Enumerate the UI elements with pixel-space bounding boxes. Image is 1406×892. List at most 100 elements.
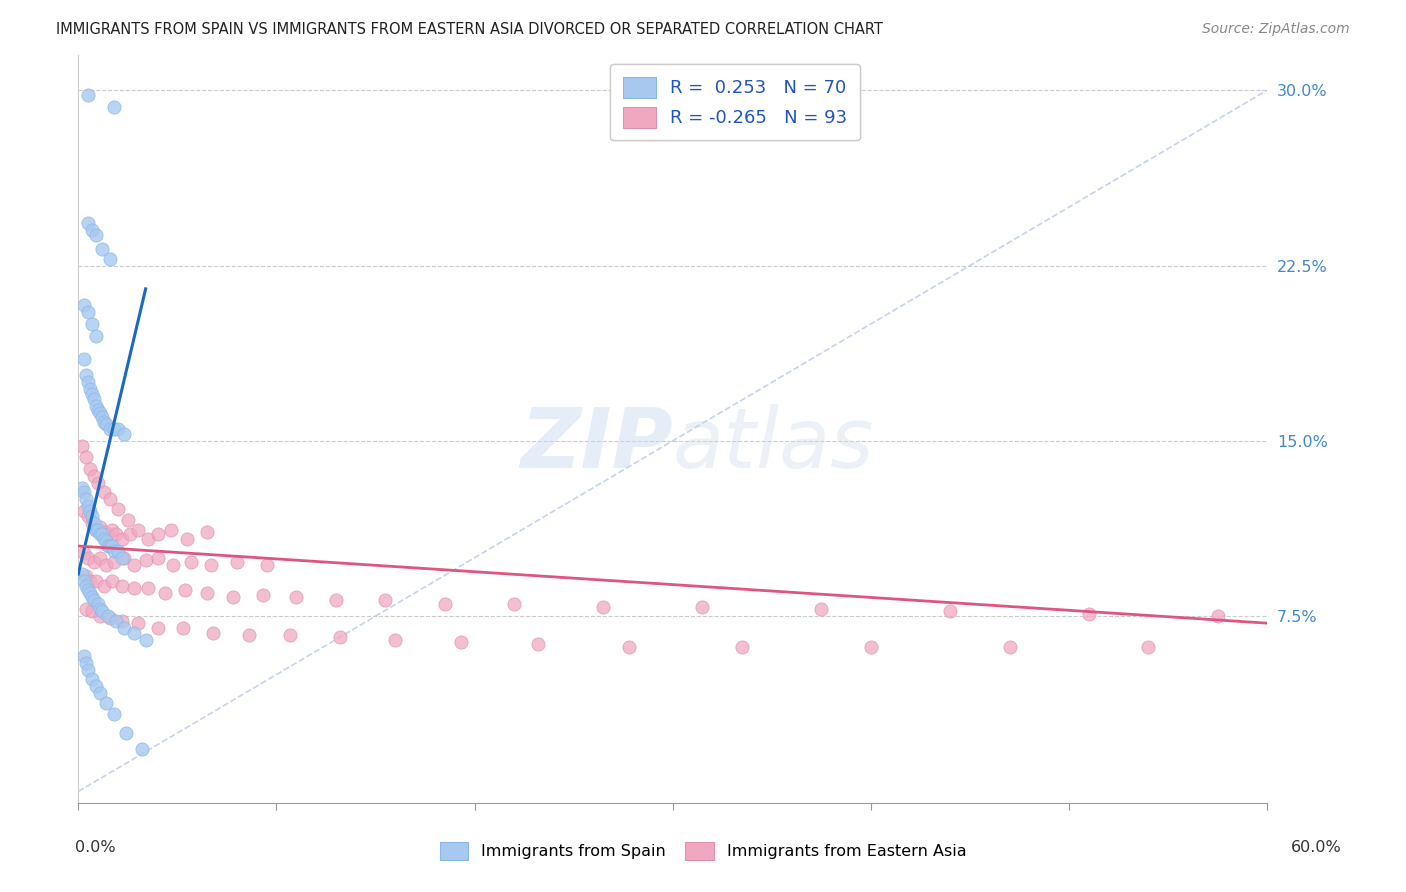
Point bbox=[180, 555, 202, 569]
Point bbox=[93, 524, 115, 539]
Point bbox=[91, 527, 114, 541]
Point bbox=[433, 598, 456, 612]
Point bbox=[160, 523, 183, 537]
Point bbox=[195, 586, 218, 600]
Point bbox=[136, 581, 159, 595]
Point bbox=[146, 621, 169, 635]
Point bbox=[94, 558, 117, 572]
Point bbox=[70, 567, 93, 582]
Point bbox=[195, 524, 218, 539]
Point bbox=[73, 298, 96, 312]
Point bbox=[256, 558, 278, 572]
Point bbox=[111, 550, 134, 565]
Point bbox=[325, 592, 347, 607]
Point bbox=[225, 555, 247, 569]
Point bbox=[103, 707, 125, 722]
Point bbox=[89, 527, 111, 541]
Point bbox=[201, 625, 224, 640]
Point bbox=[79, 504, 101, 518]
Point bbox=[810, 602, 832, 616]
Point bbox=[939, 605, 962, 619]
Point bbox=[75, 602, 97, 616]
Point bbox=[79, 462, 101, 476]
Point bbox=[1077, 607, 1099, 621]
Point bbox=[135, 553, 157, 567]
Point bbox=[111, 614, 134, 628]
Point bbox=[82, 508, 104, 523]
Point bbox=[1137, 640, 1160, 654]
Point bbox=[93, 415, 115, 429]
Point bbox=[82, 605, 104, 619]
Point bbox=[84, 523, 107, 537]
Point bbox=[122, 558, 145, 572]
Point bbox=[83, 469, 105, 483]
Point bbox=[104, 527, 127, 541]
Point bbox=[111, 579, 134, 593]
Point bbox=[77, 500, 100, 514]
Point bbox=[82, 223, 104, 237]
Point bbox=[83, 516, 105, 530]
Point bbox=[162, 558, 184, 572]
Point bbox=[200, 558, 222, 572]
Point bbox=[176, 532, 198, 546]
Point bbox=[77, 583, 100, 598]
Text: 0.0%: 0.0% bbox=[76, 840, 115, 855]
Point bbox=[77, 550, 100, 565]
Point bbox=[89, 686, 111, 700]
Point bbox=[79, 586, 101, 600]
Point bbox=[384, 632, 406, 647]
Point bbox=[278, 628, 301, 642]
Text: Source: ZipAtlas.com: Source: ZipAtlas.com bbox=[1202, 22, 1350, 37]
Point bbox=[450, 635, 472, 649]
Point bbox=[112, 621, 135, 635]
Point bbox=[77, 508, 100, 523]
Legend: Immigrants from Spain, Immigrants from Eastern Asia: Immigrants from Spain, Immigrants from E… bbox=[432, 833, 974, 868]
Point bbox=[98, 252, 121, 266]
Point bbox=[98, 422, 121, 436]
Point bbox=[84, 328, 107, 343]
Point bbox=[82, 317, 104, 331]
Point bbox=[73, 351, 96, 366]
Point bbox=[112, 550, 135, 565]
Point bbox=[731, 640, 754, 654]
Point bbox=[101, 523, 124, 537]
Point bbox=[103, 555, 125, 569]
Point bbox=[84, 228, 107, 243]
Point bbox=[91, 410, 114, 425]
Point bbox=[73, 546, 96, 560]
Point bbox=[89, 550, 111, 565]
Point bbox=[87, 523, 110, 537]
Point bbox=[79, 574, 101, 588]
Point bbox=[89, 406, 111, 420]
Point bbox=[79, 383, 101, 397]
Point bbox=[146, 550, 169, 565]
Point bbox=[374, 592, 396, 607]
Point bbox=[692, 599, 714, 614]
Point bbox=[329, 630, 352, 644]
Text: atlas: atlas bbox=[672, 403, 875, 484]
Point bbox=[91, 605, 114, 619]
Point bbox=[87, 598, 110, 612]
Point bbox=[107, 543, 129, 558]
Point bbox=[222, 591, 245, 605]
Point bbox=[75, 450, 97, 465]
Point bbox=[94, 534, 117, 549]
Point bbox=[97, 527, 120, 541]
Point bbox=[238, 628, 260, 642]
Point bbox=[75, 656, 97, 670]
Point bbox=[89, 520, 111, 534]
Point bbox=[527, 637, 550, 651]
Point bbox=[70, 438, 93, 452]
Point bbox=[127, 616, 149, 631]
Point bbox=[75, 569, 97, 583]
Point bbox=[111, 532, 134, 546]
Point bbox=[77, 87, 100, 102]
Point bbox=[93, 532, 115, 546]
Point bbox=[73, 504, 96, 518]
Point bbox=[84, 523, 107, 537]
Point bbox=[122, 625, 145, 640]
Point bbox=[73, 574, 96, 588]
Point bbox=[89, 602, 111, 616]
Text: IMMIGRANTS FROM SPAIN VS IMMIGRANTS FROM EASTERN ASIA DIVORCED OR SEPARATED CORR: IMMIGRANTS FROM SPAIN VS IMMIGRANTS FROM… bbox=[56, 22, 883, 37]
Point bbox=[503, 598, 526, 612]
